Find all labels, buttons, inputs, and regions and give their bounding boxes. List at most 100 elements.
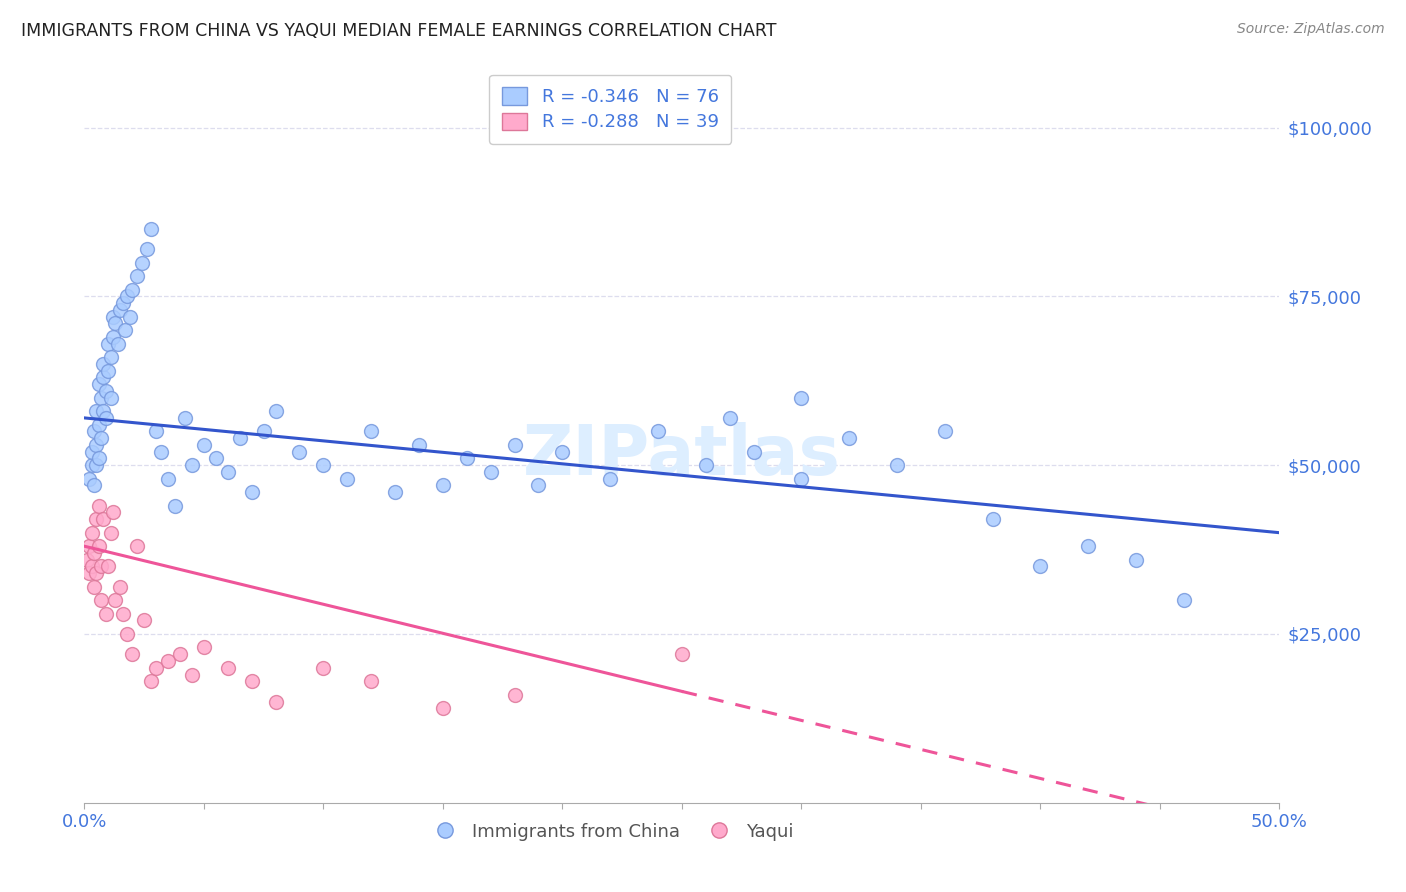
Point — [240, 485, 263, 500]
Point — [141, 222, 163, 236]
Point — [312, 661, 335, 675]
Point — [288, 444, 311, 458]
Point — [77, 472, 100, 486]
Point — [111, 607, 134, 621]
Point — [83, 425, 105, 439]
Point — [87, 499, 110, 513]
Point — [240, 674, 263, 689]
Legend: Immigrants from China, Yaqui: Immigrants from China, Yaqui — [419, 815, 801, 848]
Point — [695, 458, 717, 472]
Point — [83, 580, 105, 594]
Point — [87, 377, 110, 392]
Point — [790, 472, 813, 486]
Point — [264, 404, 287, 418]
Point — [132, 614, 156, 628]
Point — [107, 336, 129, 351]
Point — [181, 667, 204, 681]
Point — [100, 391, 122, 405]
Point — [90, 593, 112, 607]
Point — [173, 411, 195, 425]
Point — [125, 269, 148, 284]
Point — [117, 627, 139, 641]
Text: ZIPatlas: ZIPatlas — [523, 423, 841, 490]
Point — [93, 512, 115, 526]
Point — [838, 431, 860, 445]
Point — [90, 391, 112, 405]
Point — [86, 512, 108, 526]
Point — [527, 478, 550, 492]
Point — [80, 525, 103, 540]
Point — [83, 478, 105, 492]
Point — [118, 310, 141, 324]
Point — [599, 472, 621, 486]
Point — [1173, 593, 1195, 607]
Point — [229, 431, 252, 445]
Point — [101, 330, 124, 344]
Point — [432, 478, 454, 492]
Point — [503, 688, 526, 702]
Point — [87, 451, 110, 466]
Point — [125, 539, 148, 553]
Point — [981, 512, 1004, 526]
Point — [253, 425, 276, 439]
Point — [87, 539, 110, 553]
Point — [77, 539, 100, 553]
Point — [181, 458, 204, 472]
Point — [145, 425, 167, 439]
Point — [131, 255, 153, 269]
Point — [121, 283, 143, 297]
Point — [100, 350, 122, 364]
Point — [205, 451, 228, 466]
Point — [110, 302, 132, 317]
Point — [86, 458, 108, 472]
Point — [101, 310, 124, 324]
Point — [336, 472, 359, 486]
Point — [1077, 539, 1099, 553]
Point — [149, 444, 172, 458]
Point — [169, 647, 191, 661]
Point — [503, 438, 526, 452]
Point — [87, 417, 110, 432]
Point — [886, 458, 908, 472]
Point — [718, 411, 741, 425]
Point — [193, 438, 215, 452]
Point — [264, 694, 287, 708]
Point — [76, 552, 98, 566]
Point — [790, 391, 813, 405]
Point — [94, 411, 117, 425]
Point — [141, 674, 163, 689]
Point — [193, 640, 215, 655]
Point — [742, 444, 765, 458]
Point — [97, 559, 120, 574]
Point — [97, 364, 120, 378]
Point — [121, 647, 143, 661]
Point — [80, 458, 103, 472]
Point — [408, 438, 430, 452]
Point — [110, 580, 132, 594]
Point — [94, 607, 117, 621]
Point — [86, 404, 108, 418]
Point — [157, 654, 180, 668]
Point — [80, 559, 103, 574]
Point — [117, 289, 139, 303]
Point — [360, 674, 382, 689]
Point — [80, 444, 103, 458]
Point — [1125, 552, 1147, 566]
Text: Source: ZipAtlas.com: Source: ZipAtlas.com — [1237, 22, 1385, 37]
Point — [456, 451, 478, 466]
Point — [97, 336, 120, 351]
Point — [432, 701, 454, 715]
Point — [1029, 559, 1052, 574]
Point — [93, 370, 115, 384]
Point — [93, 404, 115, 418]
Point — [101, 505, 124, 519]
Text: IMMIGRANTS FROM CHINA VS YAQUI MEDIAN FEMALE EARNINGS CORRELATION CHART: IMMIGRANTS FROM CHINA VS YAQUI MEDIAN FE… — [21, 22, 776, 40]
Point — [86, 566, 108, 581]
Point — [934, 425, 956, 439]
Point — [111, 296, 134, 310]
Point — [90, 559, 112, 574]
Point — [312, 458, 335, 472]
Point — [90, 431, 112, 445]
Point — [145, 661, 167, 675]
Point — [671, 647, 693, 661]
